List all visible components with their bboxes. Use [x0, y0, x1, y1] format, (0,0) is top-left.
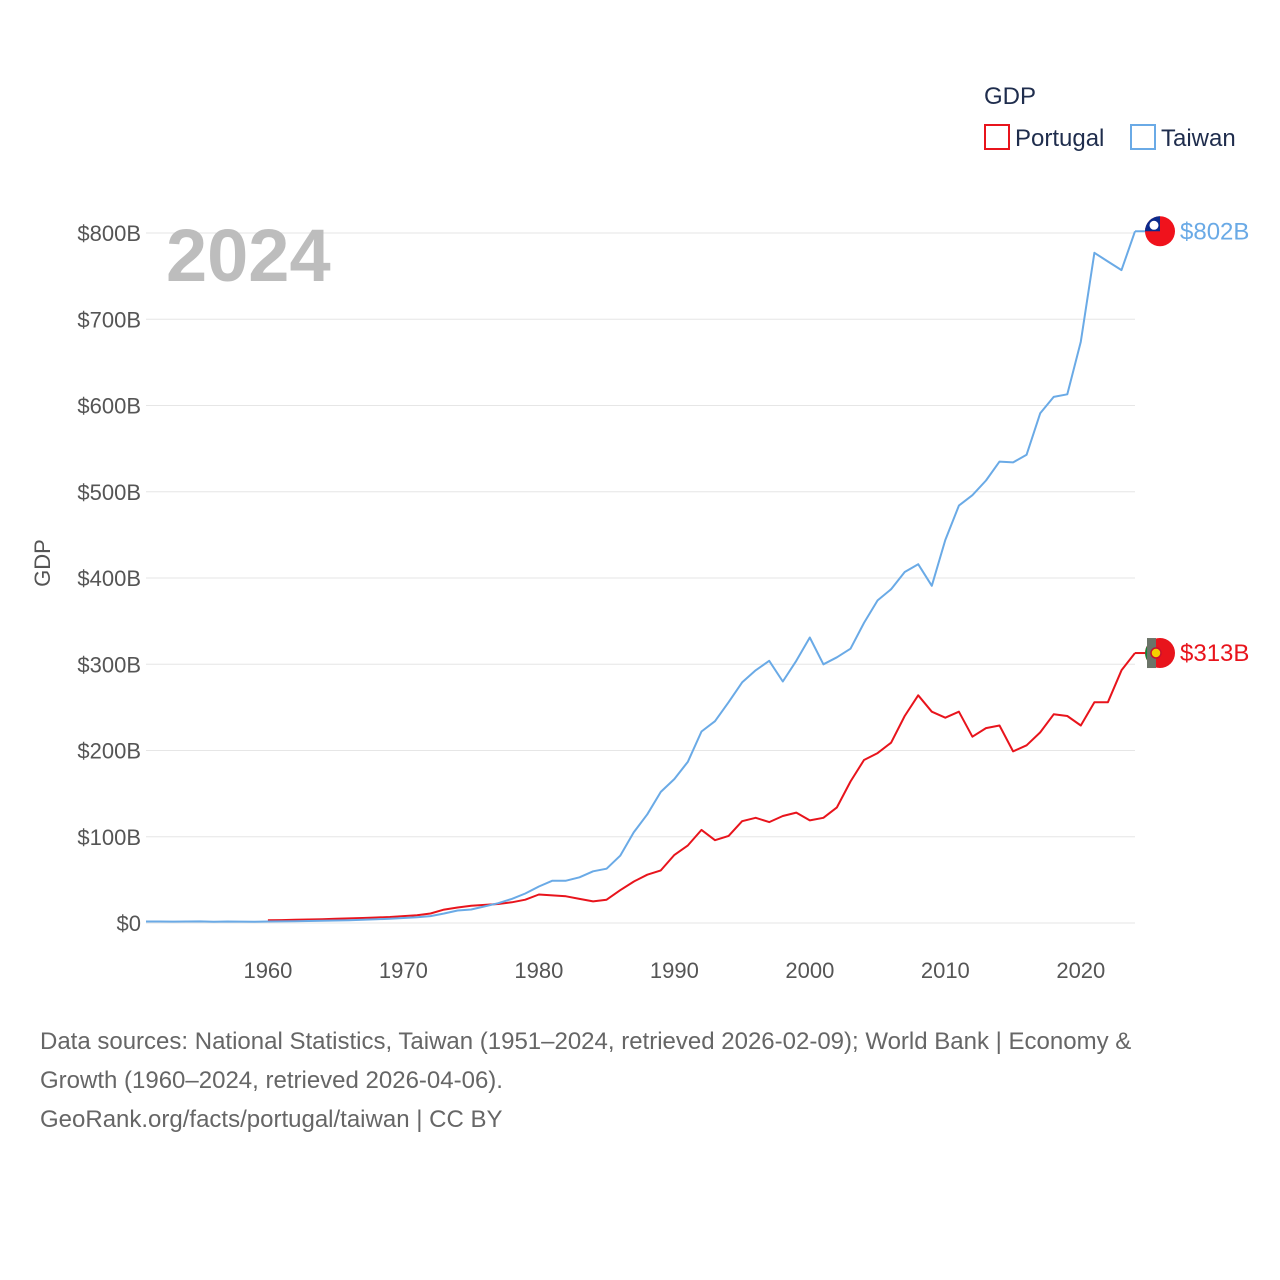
year-label: 2024: [166, 214, 331, 297]
data-sources-line-1: Data sources: National Statistics, Taiwa…: [40, 1028, 1132, 1055]
series-line-taiwan[interactable]: [146, 230, 1136, 923]
y-axis-label: GDP: [30, 539, 55, 587]
legend-label-taiwan[interactable]: Taiwan: [1161, 125, 1236, 152]
y-tick-label: $100B: [77, 825, 141, 850]
attribution-link[interactable]: GeoRank.org/facts/portugal/taiwan | CC B…: [40, 1106, 503, 1133]
legend-title: GDP: [984, 83, 1036, 110]
x-tick-label: 1980: [514, 958, 563, 983]
x-tick-label: 1960: [243, 958, 292, 983]
y-axis-tick-labels: $0 $100B $200B $300B $400B $500B $600B $700B $80…: [77, 221, 141, 936]
series-lines: [146, 230, 1136, 923]
x-tick-label: 2010: [921, 958, 970, 983]
x-tick-label: 1990: [650, 958, 699, 983]
gdp-line-chart: $0 $100B $200B $300B $400B $500B $600B $700B $80…: [30, 83, 1249, 983]
legend-swatch-taiwan[interactable]: [1130, 124, 1156, 150]
y-tick-label: $800B: [77, 221, 141, 246]
y-tick-label: $500B: [77, 480, 141, 505]
series-line-portugal[interactable]: [267, 652, 1136, 922]
y-tick-label: $0: [117, 911, 141, 936]
portugal-flag-icon: [1145, 638, 1175, 669]
y-tick-label: $400B: [77, 566, 141, 591]
data-sources-line-2: Growth (1960–2024, retrieved 2026-04-06)…: [40, 1067, 503, 1094]
taiwan-flag-icon: [1145, 216, 1175, 247]
grid-lines: [146, 232, 1135, 924]
legend-label-portugal[interactable]: Portugal: [1015, 125, 1104, 152]
x-axis-tick-labels: 1960 1970 1980 1990 2000 2010 2020: [243, 958, 1105, 983]
x-tick-label: 2020: [1056, 958, 1105, 983]
x-tick-label: 1970: [379, 958, 428, 983]
y-tick-label: $200B: [77, 739, 141, 764]
portugal-flag-emblem: [1150, 647, 1162, 659]
end-markers: $313B $802B: [1135, 216, 1249, 669]
legend-swatch-portugal[interactable]: [984, 124, 1010, 150]
x-tick-label: 2000: [785, 958, 834, 983]
y-tick-label: $700B: [77, 307, 141, 332]
end-value-label-taiwan: $802B: [1180, 218, 1249, 245]
y-tick-label: $300B: [77, 652, 141, 677]
taiwan-flag-sun: [1149, 220, 1159, 230]
end-value-label-portugal: $313B: [1180, 640, 1249, 667]
footer: Data sources: National Statistics, Taiwa…: [40, 1022, 1240, 1139]
y-tick-label: $600B: [77, 394, 141, 419]
